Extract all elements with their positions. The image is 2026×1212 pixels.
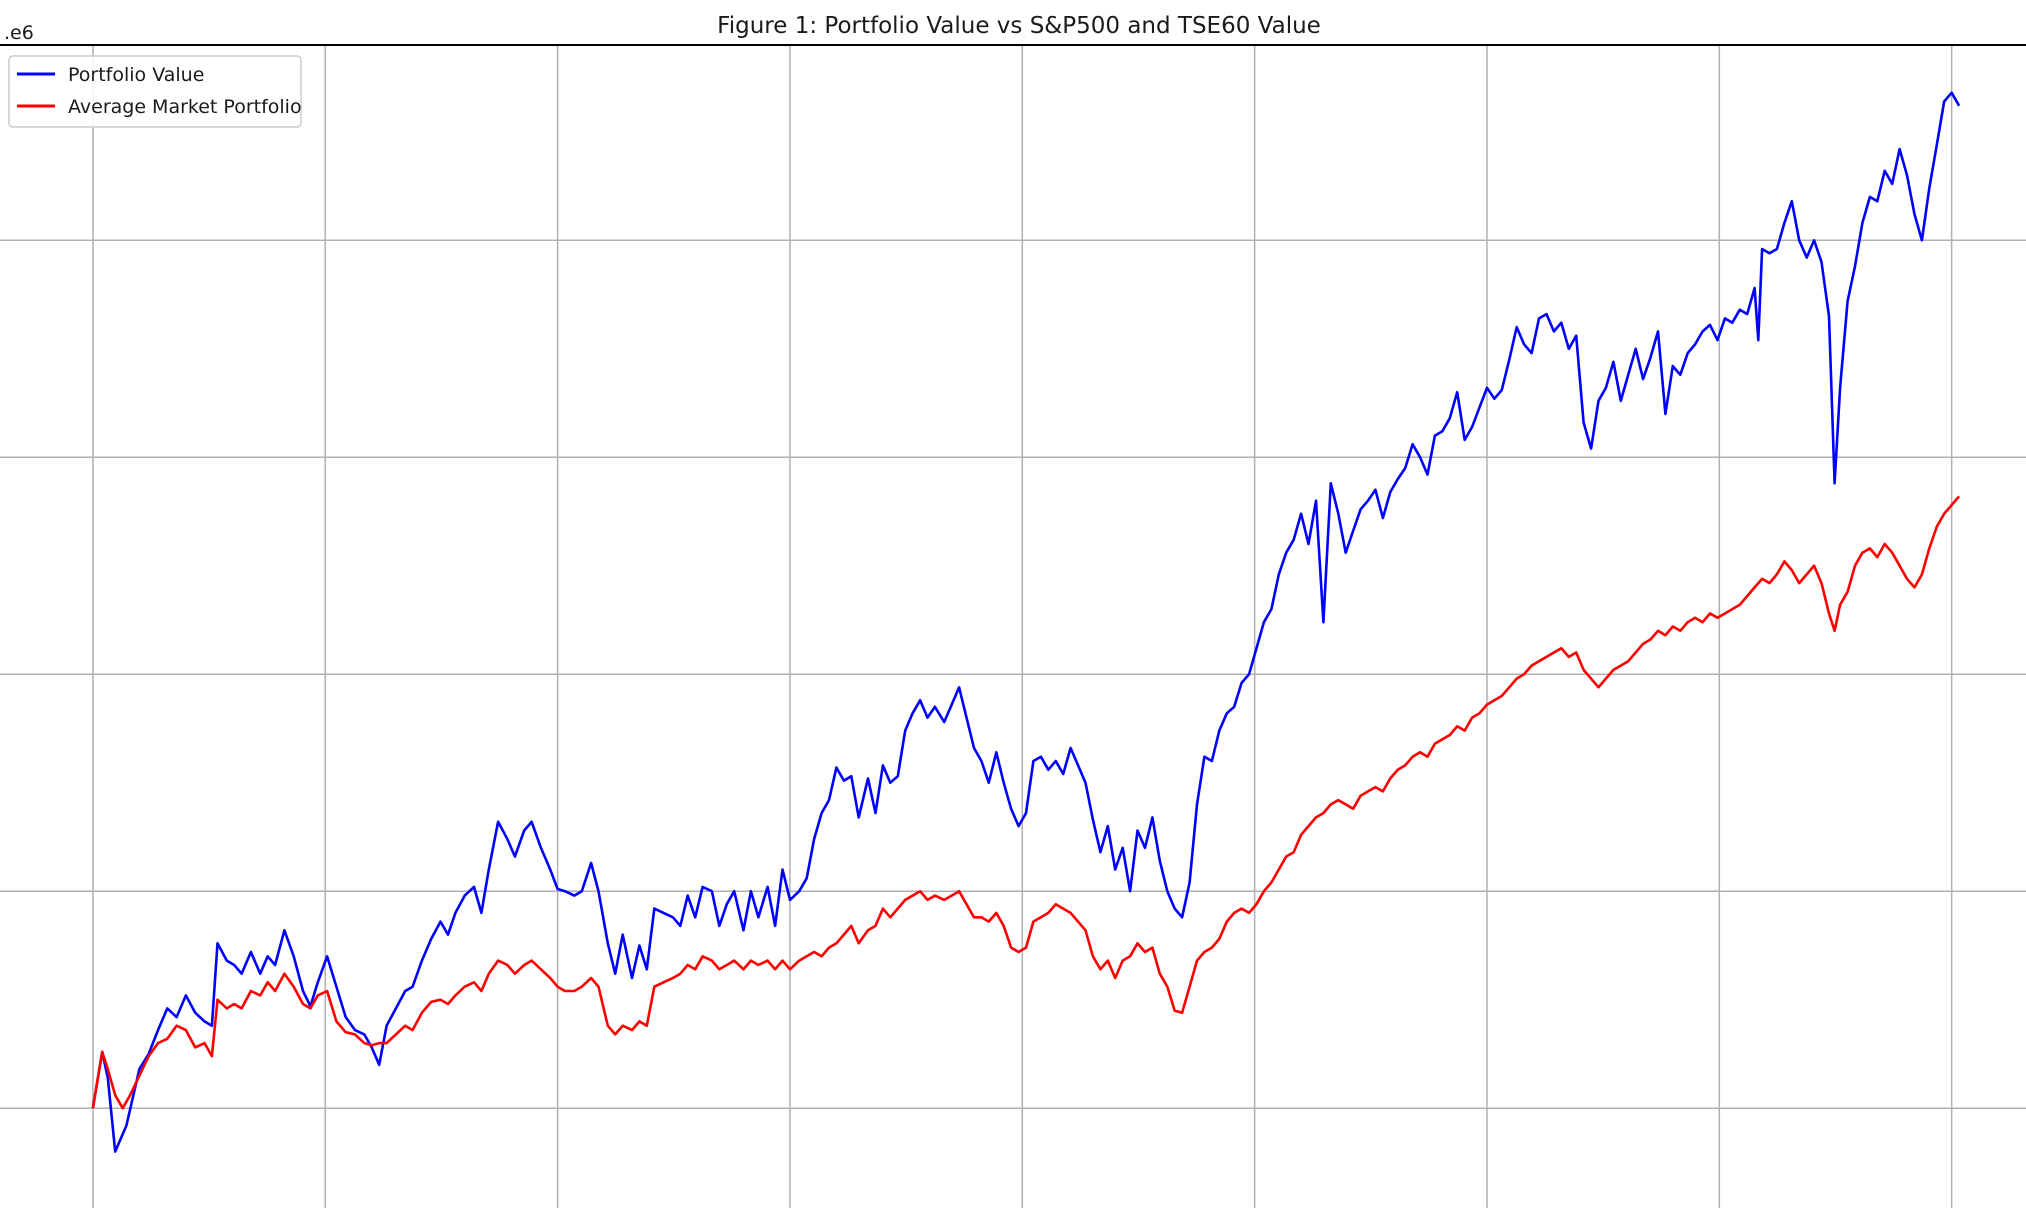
chart-title: Figure 1: Portfolio Value vs S&P500 and … [717, 13, 1321, 39]
legend-label-1: Average Market Portfolio [68, 96, 302, 118]
series-line-1 [91, 495, 1961, 1110]
gridlines [0, 45, 2026, 1208]
series-line-0 [91, 91, 1961, 1153]
legend-label-0: Portfolio Value [68, 64, 204, 86]
legend-box [8, 55, 302, 128]
series-group [91, 91, 1961, 1153]
legend: Portfolio Value Average Market Portfolio [8, 55, 302, 128]
y-offset-label: .e6 [4, 22, 34, 44]
